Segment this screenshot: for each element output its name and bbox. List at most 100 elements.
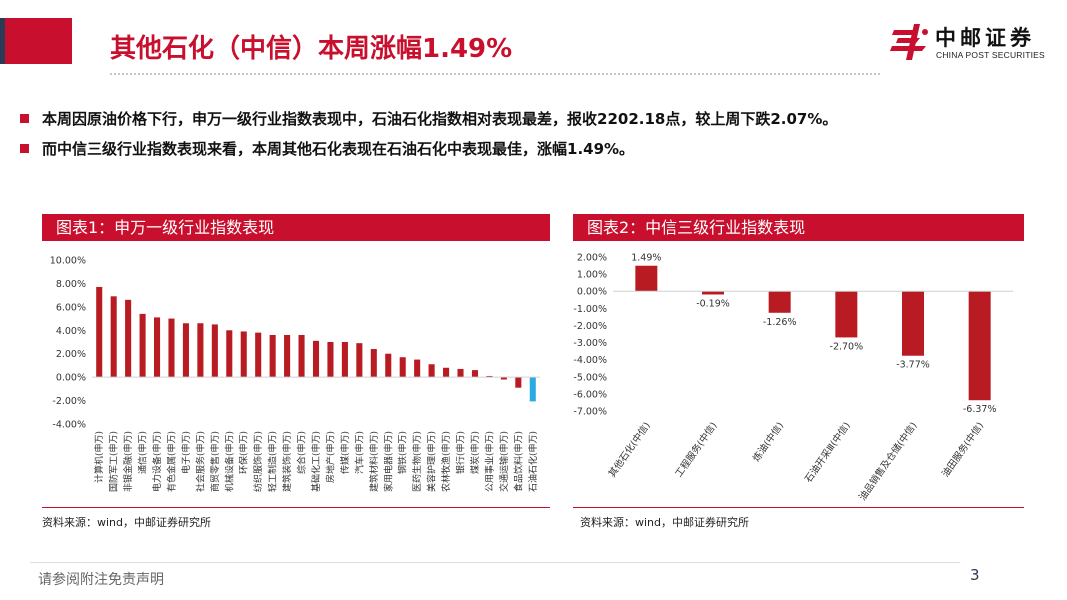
x-tick-label: 有色金属(申万) (165, 431, 177, 492)
x-tick-label: 建筑装饰(申万) (281, 431, 293, 492)
bar (902, 291, 924, 356)
chart-right: 2.00% 1.00% 0.00% -1.00% -2.00% -3.00% -4.00% -… (573, 253, 1013, 503)
bar (284, 334, 291, 378)
x-tick-label: 交通运输(申万) (498, 431, 510, 492)
x-tick-label: 工程服务(中信) (673, 420, 720, 480)
x-tick-label: 炼油(中信) (750, 420, 786, 464)
bullet-item: 而中信三级行业指数表现来看，本周其他石化表现在石油石化中表现最佳，涨幅1.49%… (20, 138, 837, 168)
data-label: -2.70% (830, 341, 864, 352)
page-number: 3 (970, 566, 980, 584)
x-tick-label: 医药生物(申万) (411, 431, 423, 492)
bar (96, 286, 103, 378)
y-tick-label: 1.00% (577, 270, 607, 281)
chart-right-footer-rule (573, 507, 1024, 508)
y-tick-label: 2.00% (577, 253, 607, 264)
chart-panel-right: 图表2：中信三级行业指数表现 (573, 214, 1024, 241)
x-tick-label: 基础化工(申万) (310, 431, 322, 492)
x-tick-label: 纺织服饰(申万) (252, 431, 264, 492)
bullet-item: 本周因原油价格下行，申万一级行业指数表现中，石油石化指数相对表现最差，报收220… (20, 108, 837, 138)
chart-heading-left: 图表1：申万一级行业指数表现 (42, 214, 550, 241)
y-tick-label: -3.00% (573, 338, 607, 349)
bar (968, 291, 991, 401)
bar (835, 291, 858, 338)
x-tick-label: 电子(申万) (180, 431, 192, 474)
y-tick-label: 0.00% (56, 373, 86, 384)
bar (500, 377, 507, 380)
y-tick-label: -4.00% (52, 420, 86, 431)
x-tick-label: 银行(申万) (455, 431, 467, 474)
x-tick-label: 社会服务(申万) (194, 431, 206, 492)
bar (428, 364, 435, 378)
chart-left: 10.00% 8.00% 6.00% 4.00% 2.00% 0.00% -2.00% -4.… (50, 256, 540, 492)
data-label: -3.77% (896, 360, 930, 371)
x-tick-label: 机械设备(申万) (223, 431, 235, 492)
logo-name: 中邮证券 (935, 26, 1035, 50)
logo-subtitle: CHINA POST SECURITIES (936, 50, 1045, 60)
x-tick-label: 煤炭(申万) (469, 431, 481, 474)
bar (327, 342, 334, 378)
y-tick-label: 0.00% (577, 287, 607, 298)
chart-left-footer-rule (42, 507, 550, 508)
bar (768, 291, 791, 313)
x-tick-label: 综合(申万) (296, 431, 308, 474)
bar (226, 330, 233, 378)
data-label: -1.26% (763, 317, 797, 328)
x-tick-label: 国防军工(申万) (108, 431, 120, 492)
x-tick-label: 油品销售及仓储(中信) (856, 420, 919, 503)
bar (515, 377, 522, 388)
y-tick-label: 6.00% (56, 302, 86, 313)
x-tick-label: 石油开采Ⅲ(中信) (802, 420, 853, 485)
data-label: -6.37% (963, 404, 997, 415)
x-tick-label: 汽车(申万) (353, 431, 365, 474)
chart-right-source: 资料来源：wind，中邮证券研究所 (580, 516, 750, 529)
y-tick-label: -1.00% (573, 304, 607, 315)
header-accent-bar (0, 18, 72, 64)
page-title: 其他石化（中信）本周涨幅1.49% (110, 34, 513, 64)
y-tick-label: -2.00% (52, 396, 86, 407)
summary-bullets: 本周因原油价格下行，申万一级行业指数表现中，石油石化指数相对表现最差，报收220… (20, 108, 837, 168)
bar (399, 357, 406, 378)
x-tick-label: 非银金融(申万) (122, 431, 134, 492)
bullet-square-icon (20, 114, 29, 123)
footer-divider (30, 562, 960, 563)
x-tick-label: 其他石化(中信) (606, 420, 653, 480)
y-tick-label: 2.00% (56, 349, 86, 360)
y-tick-label: -5.00% (573, 372, 607, 383)
x-tick-label: 钢铁(申万) (397, 431, 409, 474)
x-tick-label: 商贸零售(申万) (209, 431, 221, 492)
x-tick-label: 石油石化(申万) (527, 431, 539, 492)
bullet-square-icon (20, 144, 29, 153)
bar (370, 349, 377, 378)
bar (356, 343, 363, 378)
bar (635, 265, 658, 292)
bar (153, 317, 161, 378)
y-tick-label: -7.00% (573, 407, 607, 418)
bar (471, 370, 479, 378)
bullet-text: 本周因原油价格下行，申万一级行业指数表现中，石油石化指数相对表现最差，报收220… (42, 110, 838, 128)
bar (125, 299, 132, 378)
bar (385, 353, 392, 378)
chart-left-source: 资料来源：wind，中邮证券研究所 (42, 516, 212, 529)
y-tick-label: 4.00% (56, 326, 86, 337)
bar (269, 334, 276, 378)
bar (139, 313, 146, 378)
bar (341, 342, 348, 378)
x-tick-label: 环保(申万) (238, 431, 250, 474)
bar (168, 318, 175, 378)
bullet-text: 而中信三级行业指数表现来看，本周其他石化表现在石油石化中表现最佳，涨幅1.49%… (42, 140, 635, 158)
x-tick-label: 农林牧渔(申万) (440, 431, 452, 492)
title-divider (110, 73, 880, 75)
y-tick-label: -4.00% (573, 355, 607, 366)
bar (255, 332, 262, 378)
x-tick-label: 家用电器(申万) (382, 431, 394, 492)
header-accent-stripe (0, 18, 5, 64)
x-tick-label: 公用事业(申万) (483, 431, 495, 492)
y-tick-label: -6.00% (573, 389, 607, 400)
bar (197, 323, 204, 378)
bar (182, 323, 189, 378)
bar (110, 296, 117, 378)
y-tick-label: -2.00% (573, 321, 607, 332)
bar (240, 331, 247, 378)
footer-disclaimer: 请参阅附注免责声明 (38, 572, 164, 588)
bar (702, 291, 724, 295)
